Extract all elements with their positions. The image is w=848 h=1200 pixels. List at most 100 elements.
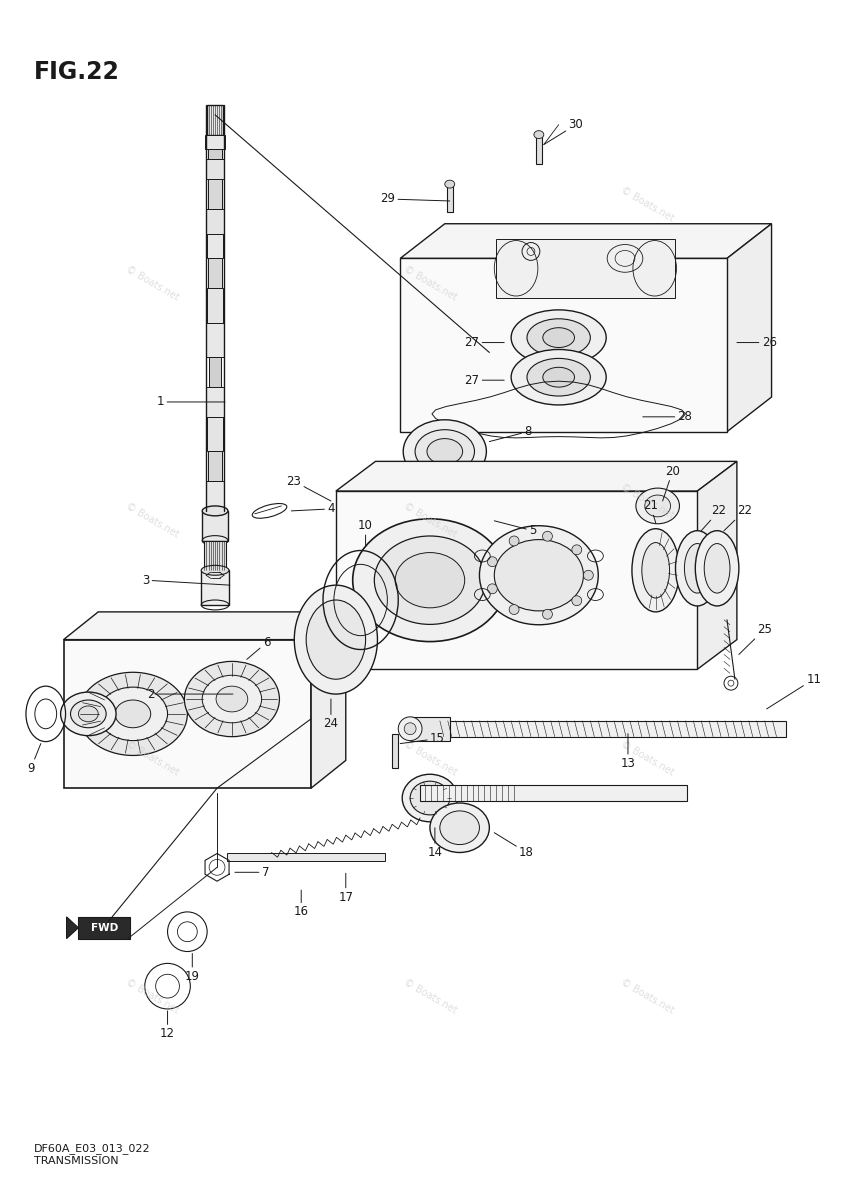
Text: 26: 26 bbox=[737, 336, 777, 349]
Text: 23: 23 bbox=[287, 475, 331, 500]
Text: © Boats.net: © Boats.net bbox=[619, 977, 676, 1015]
Bar bbox=[536, 134, 542, 164]
Ellipse shape bbox=[583, 570, 594, 580]
Ellipse shape bbox=[184, 661, 280, 737]
Text: © Boats.net: © Boats.net bbox=[619, 185, 676, 223]
Bar bbox=[204, 540, 226, 570]
Bar bbox=[78, 917, 130, 938]
Bar bbox=[420, 785, 688, 802]
Ellipse shape bbox=[543, 610, 552, 619]
Polygon shape bbox=[64, 612, 346, 640]
Ellipse shape bbox=[395, 473, 494, 548]
Polygon shape bbox=[400, 223, 772, 258]
Ellipse shape bbox=[511, 349, 606, 404]
Text: 27: 27 bbox=[465, 336, 505, 349]
Bar bbox=[207, 416, 223, 451]
Ellipse shape bbox=[509, 605, 519, 614]
Ellipse shape bbox=[430, 803, 489, 852]
Ellipse shape bbox=[98, 688, 168, 740]
Text: FIG.22: FIG.22 bbox=[34, 60, 120, 84]
Ellipse shape bbox=[374, 536, 486, 624]
Text: © Boats.net: © Boats.net bbox=[402, 739, 458, 778]
Bar bbox=[393, 733, 399, 768]
Ellipse shape bbox=[494, 540, 583, 611]
Ellipse shape bbox=[440, 811, 479, 845]
Polygon shape bbox=[400, 258, 727, 432]
Bar bbox=[206, 160, 224, 179]
Ellipse shape bbox=[294, 586, 377, 694]
Text: TRANSMISSION: TRANSMISSION bbox=[34, 1157, 119, 1166]
Ellipse shape bbox=[543, 328, 574, 348]
Polygon shape bbox=[336, 461, 737, 491]
Text: 9: 9 bbox=[27, 744, 41, 775]
Text: © Boats.net: © Boats.net bbox=[402, 502, 458, 540]
Ellipse shape bbox=[527, 319, 590, 356]
Text: © Boats.net: © Boats.net bbox=[125, 502, 181, 540]
Ellipse shape bbox=[410, 781, 449, 815]
Ellipse shape bbox=[676, 530, 719, 606]
Bar bbox=[205, 134, 225, 150]
Bar bbox=[207, 234, 223, 258]
Polygon shape bbox=[336, 491, 697, 670]
Text: 8: 8 bbox=[489, 425, 532, 442]
Ellipse shape bbox=[543, 532, 552, 541]
Ellipse shape bbox=[527, 359, 590, 396]
Ellipse shape bbox=[201, 565, 229, 575]
Ellipse shape bbox=[704, 544, 730, 593]
Text: 22: 22 bbox=[724, 504, 752, 530]
Text: 18: 18 bbox=[494, 833, 534, 859]
Ellipse shape bbox=[399, 716, 422, 740]
Ellipse shape bbox=[509, 536, 519, 546]
Ellipse shape bbox=[60, 692, 116, 736]
Bar bbox=[207, 104, 223, 134]
Text: 28: 28 bbox=[643, 410, 692, 424]
Bar bbox=[410, 716, 449, 740]
Text: 24: 24 bbox=[323, 700, 338, 731]
Bar bbox=[206, 209, 224, 234]
Bar bbox=[206, 388, 224, 416]
Text: 27: 27 bbox=[465, 373, 505, 386]
Bar bbox=[206, 481, 224, 511]
Text: © Boats.net: © Boats.net bbox=[619, 481, 676, 521]
Text: 11: 11 bbox=[767, 673, 821, 709]
Polygon shape bbox=[64, 640, 311, 788]
Ellipse shape bbox=[644, 496, 671, 517]
Text: 19: 19 bbox=[185, 954, 200, 983]
Bar bbox=[447, 184, 453, 212]
Ellipse shape bbox=[695, 530, 739, 606]
Ellipse shape bbox=[636, 488, 679, 523]
Polygon shape bbox=[697, 461, 737, 670]
Ellipse shape bbox=[78, 706, 98, 721]
Text: © Boats.net: © Boats.net bbox=[125, 977, 181, 1015]
Ellipse shape bbox=[534, 131, 544, 138]
Text: © Boats.net: © Boats.net bbox=[125, 739, 181, 778]
Text: FWD: FWD bbox=[91, 923, 118, 932]
Ellipse shape bbox=[402, 774, 458, 822]
Ellipse shape bbox=[404, 722, 416, 734]
Ellipse shape bbox=[479, 526, 599, 625]
Ellipse shape bbox=[216, 686, 248, 712]
Bar bbox=[202, 511, 228, 540]
Text: DF60A_E03_013_022: DF60A_E03_013_022 bbox=[34, 1142, 150, 1153]
Text: © Boats.net: © Boats.net bbox=[402, 977, 458, 1015]
Bar bbox=[227, 853, 385, 862]
Ellipse shape bbox=[572, 595, 582, 606]
Bar bbox=[209, 358, 221, 388]
Ellipse shape bbox=[572, 545, 582, 554]
Text: 4: 4 bbox=[292, 503, 335, 516]
Text: 5: 5 bbox=[494, 521, 536, 538]
Text: 22: 22 bbox=[701, 504, 727, 530]
Bar bbox=[208, 150, 222, 160]
Ellipse shape bbox=[488, 557, 497, 566]
Text: 15: 15 bbox=[400, 732, 445, 745]
Bar bbox=[496, 239, 674, 298]
Text: 20: 20 bbox=[662, 464, 680, 500]
Ellipse shape bbox=[395, 552, 465, 608]
Bar bbox=[208, 451, 222, 481]
Text: 2: 2 bbox=[147, 688, 233, 701]
Polygon shape bbox=[727, 223, 772, 432]
Ellipse shape bbox=[415, 430, 475, 473]
Ellipse shape bbox=[202, 506, 228, 516]
Text: 21: 21 bbox=[644, 499, 658, 523]
Bar bbox=[207, 288, 223, 323]
